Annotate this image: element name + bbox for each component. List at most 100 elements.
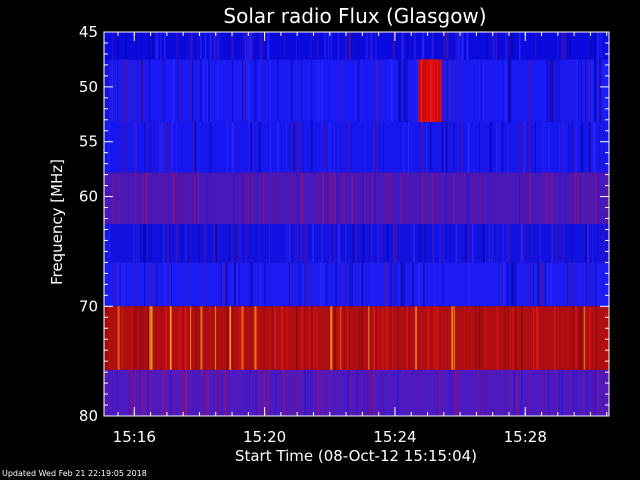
streak — [330, 32, 332, 60]
streak — [178, 306, 180, 370]
streak — [202, 59, 204, 122]
streak — [591, 59, 593, 122]
streak — [453, 172, 455, 224]
streak — [213, 224, 216, 263]
streak — [424, 224, 427, 263]
streak — [403, 262, 405, 307]
streak — [159, 121, 161, 173]
streak — [557, 32, 559, 60]
streak — [184, 306, 187, 370]
streak — [258, 369, 260, 416]
streak — [366, 369, 369, 416]
streak — [591, 121, 592, 173]
streak — [551, 59, 554, 122]
streak — [269, 224, 270, 263]
streak — [358, 306, 361, 370]
streak — [451, 306, 454, 370]
streak — [176, 121, 178, 173]
streak — [467, 172, 469, 224]
streak — [510, 32, 513, 60]
streak — [348, 172, 350, 224]
streak — [303, 224, 306, 263]
y-axis-tick-labels: 45 50 55 60 70 80 — [79, 23, 98, 425]
streak — [339, 59, 342, 122]
streak — [371, 262, 374, 307]
streak — [179, 172, 182, 224]
streak — [142, 369, 144, 416]
streak — [246, 32, 249, 60]
streak — [571, 121, 573, 173]
streak — [305, 224, 308, 263]
streak — [431, 172, 434, 224]
streak — [327, 32, 329, 60]
streak — [217, 32, 220, 60]
streak — [590, 32, 592, 60]
streak — [442, 32, 445, 60]
streak — [341, 262, 343, 307]
streak — [576, 369, 578, 416]
streak — [139, 369, 141, 416]
streak — [432, 224, 434, 263]
streak — [419, 172, 421, 224]
streak — [594, 32, 597, 60]
streak — [315, 32, 317, 60]
streak — [326, 262, 328, 307]
streak — [529, 172, 531, 224]
streak — [185, 369, 187, 416]
streak — [461, 172, 462, 224]
streak — [164, 262, 167, 307]
streak — [392, 306, 394, 370]
streak — [445, 121, 448, 173]
streak — [279, 172, 282, 224]
streak — [474, 121, 475, 173]
streak — [484, 369, 487, 416]
streak — [350, 369, 353, 416]
streak — [505, 224, 507, 263]
streak — [519, 172, 521, 224]
streak — [244, 32, 245, 60]
streak — [215, 369, 217, 416]
y-tick-label: 80 — [79, 407, 98, 425]
streak — [488, 172, 490, 224]
streak — [437, 369, 439, 416]
streak — [300, 224, 303, 263]
streak — [133, 121, 136, 173]
streak — [324, 121, 327, 173]
streak — [198, 172, 199, 224]
streak — [433, 224, 435, 263]
streak — [200, 306, 203, 370]
streak — [145, 224, 147, 263]
streak — [345, 32, 347, 60]
streak — [356, 59, 359, 122]
streak — [231, 262, 234, 307]
streak — [603, 59, 606, 122]
streak — [224, 369, 227, 416]
streak — [593, 262, 595, 307]
streak — [310, 262, 313, 307]
streak — [129, 369, 132, 416]
streak — [436, 59, 438, 122]
streak — [555, 59, 557, 122]
streak — [178, 59, 181, 122]
streak — [211, 306, 213, 370]
streak — [171, 262, 172, 307]
streak — [584, 224, 587, 263]
streak — [369, 224, 371, 263]
streak — [180, 306, 182, 370]
streak — [362, 224, 365, 263]
streak — [317, 369, 320, 416]
streak — [533, 262, 536, 307]
streak — [224, 59, 226, 122]
streak — [376, 59, 379, 122]
streak — [270, 172, 272, 224]
streak — [519, 369, 521, 416]
streak — [204, 306, 206, 370]
streak — [228, 224, 230, 263]
streak — [277, 59, 279, 122]
streak — [499, 121, 500, 173]
streak — [301, 306, 304, 370]
streak — [413, 224, 415, 263]
streak — [518, 121, 520, 173]
streak — [348, 32, 351, 60]
streak — [251, 172, 253, 224]
